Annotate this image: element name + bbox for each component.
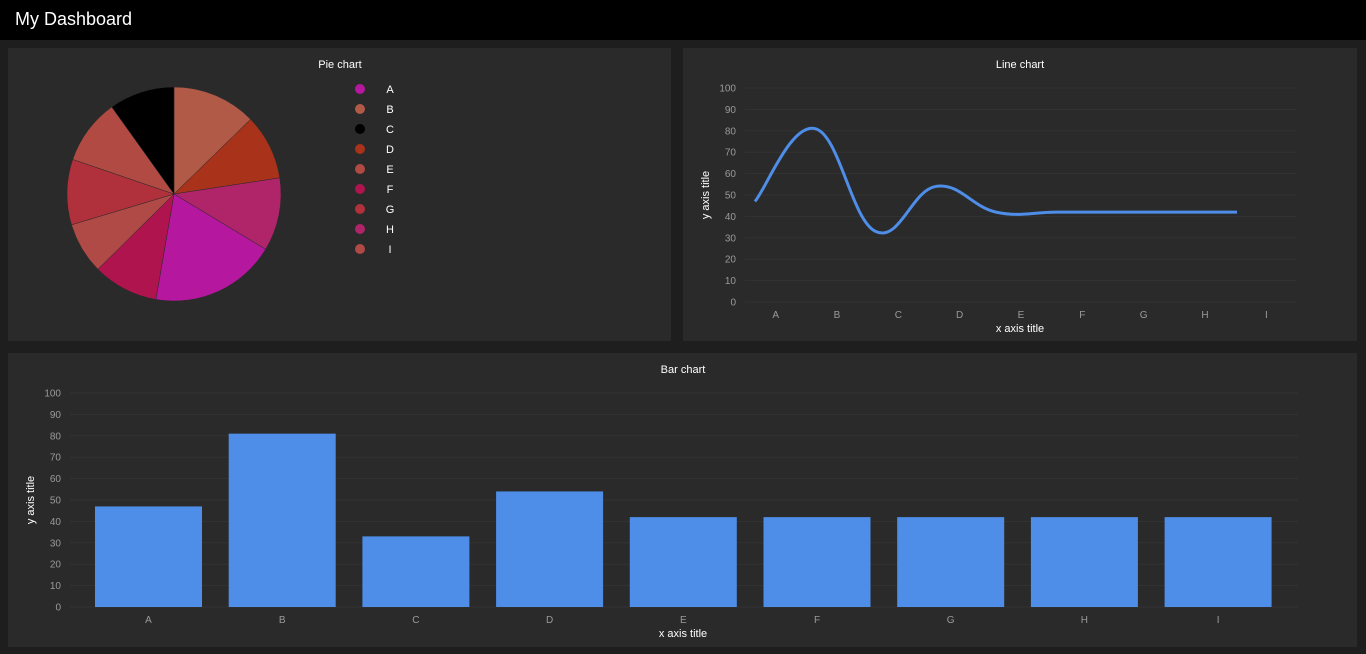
bar-c[interactable] xyxy=(362,536,470,607)
legend-label: D xyxy=(386,144,394,156)
y-tick-label: 70 xyxy=(725,148,737,159)
y-tick-label: 50 xyxy=(50,496,62,507)
y-tick-label: 0 xyxy=(55,603,61,614)
x-tick-label: A xyxy=(772,310,779,321)
legend-swatch xyxy=(355,104,365,114)
legend-swatch xyxy=(355,164,365,174)
y-tick-label: 40 xyxy=(50,517,62,528)
header-bar: My Dashboard xyxy=(0,0,1366,40)
line-chart: Line chart 0 10 20 30 40 50 60 70 80 90 100 A B C D E F… xyxy=(700,59,1297,335)
line-y-axis-title: y axis title xyxy=(700,171,712,219)
pie-slice-h[interactable] xyxy=(173,177,282,250)
line-chart-panel: Line chart 0 10 20 30 40 50 60 70 80 90 100 A B C D E F… xyxy=(683,48,1357,341)
x-tick-label: A xyxy=(145,615,152,626)
pie-chart-title: Pie chart xyxy=(318,59,361,71)
legend-swatch xyxy=(355,84,365,94)
bar-d[interactable] xyxy=(496,491,604,607)
x-tick-label: D xyxy=(956,310,963,321)
legend-item-b[interactable]: B xyxy=(355,104,394,116)
bar-b[interactable] xyxy=(228,433,336,607)
bar-chart: Bar chart 0 10 20 30 40 50 60 70 80 90 100 A B C D E F G… xyxy=(25,364,1298,640)
legend-swatch xyxy=(355,204,365,214)
line-chart-title: Line chart xyxy=(996,59,1044,71)
legend-item-g[interactable]: G xyxy=(355,204,394,216)
y-tick-label: 20 xyxy=(725,255,737,266)
legend-item-c[interactable]: C xyxy=(355,124,394,136)
legend-label: C xyxy=(386,124,394,136)
legend-swatch xyxy=(355,144,365,154)
legend-label: F xyxy=(387,184,394,196)
y-tick-label: 20 xyxy=(50,560,62,571)
y-tick-label: 100 xyxy=(719,84,736,95)
x-tick-label: H xyxy=(1081,615,1088,626)
line-x-axis-title: x axis title xyxy=(996,323,1044,335)
legend-item-h[interactable]: H xyxy=(355,224,394,236)
y-tick-label: 10 xyxy=(725,276,737,287)
y-tick-label: 60 xyxy=(50,474,62,485)
x-tick-label: C xyxy=(895,310,902,321)
y-tick-label: 80 xyxy=(725,126,737,137)
y-tick-label: 80 xyxy=(50,431,62,442)
x-tick-label: I xyxy=(1217,615,1220,626)
y-tick-label: 100 xyxy=(44,389,61,400)
legend-swatch xyxy=(355,244,365,254)
legend-item-f[interactable]: F xyxy=(355,184,394,196)
bar-f[interactable] xyxy=(763,517,871,607)
bar-y-axis-title: y axis title xyxy=(25,476,37,524)
x-tick-label: B xyxy=(834,310,841,321)
legend-label: I xyxy=(388,244,391,256)
x-tick-label: F xyxy=(1079,310,1085,321)
legend-label: E xyxy=(386,164,393,176)
bar-g[interactable] xyxy=(897,517,1005,607)
bar-x-axis-title: x axis title xyxy=(659,628,707,640)
x-tick-label: G xyxy=(1140,310,1148,321)
x-tick-label: I xyxy=(1265,310,1268,321)
x-tick-label: E xyxy=(680,615,687,626)
x-tick-label: H xyxy=(1201,310,1208,321)
legend-item-i[interactable]: I xyxy=(355,244,392,256)
y-tick-label: 90 xyxy=(725,105,737,116)
line-series xyxy=(753,127,1237,235)
legend-item-d[interactable]: D xyxy=(355,144,394,156)
y-tick-label: 30 xyxy=(50,538,62,549)
dashboard-title: My Dashboard xyxy=(15,9,133,29)
bar-a[interactable] xyxy=(95,506,202,607)
x-tick-label: C xyxy=(412,615,419,626)
legend-item-a[interactable]: A xyxy=(355,84,394,96)
legend-swatch xyxy=(355,124,365,134)
y-tick-label: 10 xyxy=(50,581,62,592)
legend-label: A xyxy=(386,84,394,96)
y-tick-label: 60 xyxy=(725,169,737,180)
legend-swatch xyxy=(355,224,365,234)
y-tick-label: 70 xyxy=(50,453,62,464)
legend-label: G xyxy=(386,204,395,216)
bar-e[interactable] xyxy=(629,517,737,607)
x-tick-label: E xyxy=(1018,310,1025,321)
pie-slice-c[interactable] xyxy=(111,86,175,195)
legend-swatch xyxy=(355,184,365,194)
y-tick-label: 30 xyxy=(725,233,737,244)
pie-slice-a[interactable] xyxy=(155,193,266,302)
y-tick-label: 90 xyxy=(50,410,62,421)
legend-item-e[interactable]: E xyxy=(355,164,394,176)
bar-i[interactable] xyxy=(1164,517,1272,607)
bar-chart-title: Bar chart xyxy=(661,364,706,376)
y-tick-label: 50 xyxy=(725,191,737,202)
x-tick-label: B xyxy=(279,615,286,626)
y-tick-label: 0 xyxy=(730,298,736,309)
pie-slice-b[interactable] xyxy=(173,86,251,195)
bar-chart-panel: Bar chart 0 10 20 30 40 50 60 70 80 90 100 A B C D E F G… xyxy=(8,353,1357,647)
legend-label: B xyxy=(386,104,393,116)
y-tick-label: 40 xyxy=(725,212,737,223)
x-tick-label: G xyxy=(947,615,955,626)
x-tick-label: D xyxy=(546,615,553,626)
bar-h[interactable] xyxy=(1030,517,1138,607)
x-tick-label: F xyxy=(814,615,820,626)
legend-label: H xyxy=(386,224,394,236)
